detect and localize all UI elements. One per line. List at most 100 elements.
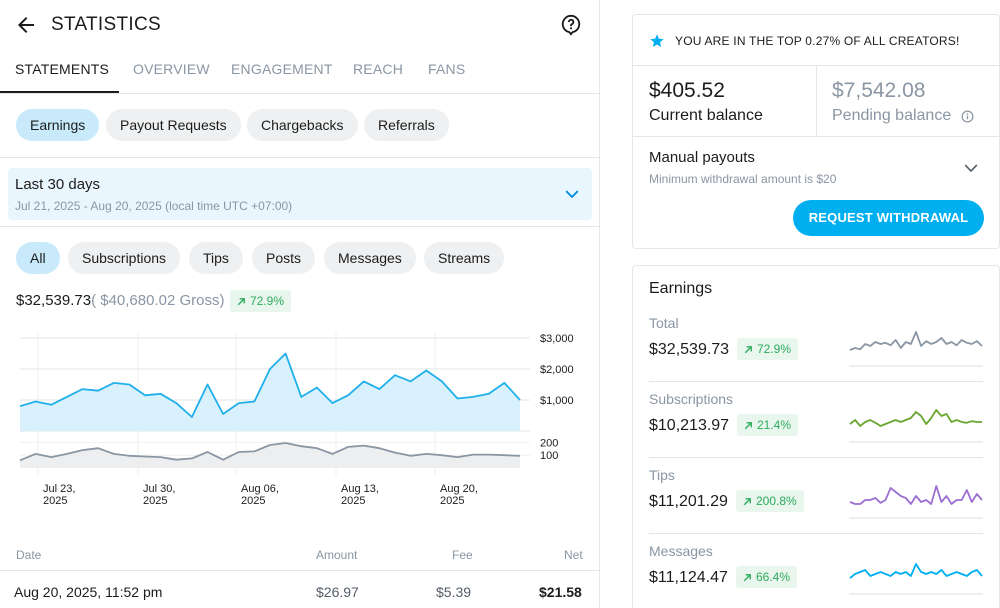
tab-reach[interactable]: REACH — [353, 61, 404, 77]
x-tick-year: 2025 — [143, 495, 167, 507]
statistics-panel: STATISTICS STATEMENTS OVERVIEW ENGAGEMEN… — [0, 0, 600, 608]
y-tick-label: 100 — [540, 450, 558, 462]
cell-date: Aug 20, 2025, 11:52 pm — [14, 584, 163, 600]
change-badge: 21.4% — [737, 414, 799, 436]
transactions-line — [19, 442, 521, 462]
manual-payouts-sub: Minimum withdrawal amount is $20 — [649, 172, 837, 186]
x-tick-year: 2025 — [440, 495, 464, 507]
divider — [0, 226, 600, 227]
earnings-row-total[interactable]: Total $32,539.73 72.9% — [649, 315, 983, 391]
tab-fans[interactable]: FANS — [428, 61, 466, 77]
sparkline-series — [849, 563, 983, 579]
earnings-row-tips[interactable]: Tips $11,201.29 200.8% — [649, 467, 983, 543]
sparkline-subscriptions — [849, 409, 983, 443]
trend-up-icon — [744, 346, 752, 354]
col-date: Date — [16, 548, 42, 562]
col-amount: Amount — [316, 548, 358, 562]
filter-all[interactable]: All — [16, 242, 60, 274]
x-tick-year: 2025 — [43, 495, 67, 507]
help-icon[interactable] — [560, 14, 582, 36]
divider — [649, 533, 983, 534]
earnings-row-amount: $11,201.29 — [649, 493, 728, 510]
filter-tips[interactable]: Tips — [189, 242, 243, 274]
tab-engagement[interactable]: ENGAGEMENT — [231, 61, 333, 77]
earnings-row-amount: $32,539.73 — [649, 341, 730, 358]
filter-posts[interactable]: Posts — [252, 242, 316, 274]
y-tick-label: $2,000 — [540, 364, 574, 376]
gross-total: ( $40,680.02 Gross) — [91, 292, 225, 309]
page-title: STATISTICS — [51, 14, 161, 35]
header: STATISTICS — [0, 0, 600, 50]
change-value: 21.4% — [757, 418, 792, 432]
trend-up-icon — [743, 574, 751, 582]
change-value: 200.8% — [756, 494, 797, 508]
cell-net: $21.58 — [539, 584, 582, 600]
transactions-area — [20, 443, 520, 468]
change-value: 72.9% — [757, 342, 792, 356]
x-tick-year: 2025 — [341, 495, 365, 507]
x-tick-year: 2025 — [241, 495, 265, 507]
sparkline-tips — [849, 485, 983, 519]
sparkline-messages — [849, 563, 983, 595]
divider — [649, 381, 983, 382]
filter-messages[interactable]: Messages — [324, 242, 416, 274]
y-tick-label: $3,000 — [540, 333, 574, 345]
earnings-breakdown-card: Earnings Total $32,539.73 72.9% Subscriptio… — [632, 265, 1000, 608]
trend-up-icon — [743, 498, 751, 506]
tab-overview[interactable]: OVERVIEW — [133, 61, 210, 77]
divider — [0, 157, 600, 158]
tab-statements[interactable]: STATEMENTS — [15, 61, 110, 77]
manual-payouts-title: Manual payouts — [649, 149, 755, 166]
current-balance-label: Current balance — [649, 107, 763, 124]
trend-up-icon — [744, 422, 752, 430]
chip-payout-requests[interactable]: Payout Requests — [106, 109, 241, 141]
change-badge: 66.4% — [736, 566, 798, 588]
chip-referrals[interactable]: Referrals — [364, 109, 449, 141]
info-icon[interactable] — [961, 110, 974, 123]
earnings-title: Earnings — [649, 280, 713, 297]
date-range-label: Last 30 days — [15, 176, 101, 193]
earnings-row-subscriptions[interactable]: Subscriptions $10,213.97 21.4% — [649, 391, 983, 467]
tab-bar: STATEMENTS OVERVIEW ENGAGEMENT REACH FAN… — [0, 50, 600, 94]
earnings-row-amount: $10,213.97 — [649, 417, 730, 434]
filter-subscriptions[interactable]: Subscriptions — [68, 242, 181, 274]
x-tick-label: Jul 30, — [143, 483, 175, 495]
sparkline-series — [849, 331, 983, 351]
earnings-row-amount: $11,124.47 — [649, 569, 728, 586]
date-range-selector[interactable]: Last 30 days Jul 21, 2025 - Aug 20, 2025… — [8, 168, 592, 220]
pending-balance-label: Pending balance — [832, 107, 952, 124]
request-withdrawal-button[interactable]: REQUEST WITHDRAWAL — [793, 200, 984, 236]
earnings-row-label: Tips — [649, 467, 675, 483]
chip-earnings[interactable]: Earnings — [16, 109, 100, 141]
x-tick-label: Aug 13, — [341, 483, 379, 495]
cell-fee: $5.39 — [436, 584, 472, 600]
earnings-row-messages[interactable]: Messages $11,124.47 66.4% — [649, 543, 983, 608]
col-net: Net — [564, 548, 583, 562]
filter-streams[interactable]: Streams — [424, 242, 505, 274]
change-value: 72.9% — [250, 294, 285, 308]
net-total: $32,539.73 — [16, 292, 92, 309]
change-value: 66.4% — [756, 570, 791, 584]
star-icon — [650, 34, 664, 47]
active-tab-indicator — [0, 91, 119, 93]
back-arrow-icon[interactable] — [14, 13, 38, 37]
col-fee: Fee — [452, 548, 473, 562]
earnings-row-label: Subscriptions — [649, 391, 734, 407]
chip-chargebacks[interactable]: Chargebacks — [247, 109, 358, 141]
balances: $405.52 Current balance $7,542.08 Pendin… — [633, 66, 999, 137]
top-creator-text: YOU ARE IN THE TOP 0.27% OF ALL CREATORS… — [675, 34, 960, 48]
x-tick-label: Aug 20, — [440, 483, 478, 495]
change-badge: 72.9% — [230, 290, 292, 312]
y-tick-label: $1,000 — [540, 395, 574, 407]
chevron-down-icon[interactable] — [961, 158, 981, 178]
top-creator-banner: YOU ARE IN THE TOP 0.27% OF ALL CREATORS… — [633, 15, 999, 66]
earnings-area — [20, 353, 520, 431]
current-balance-amount: $405.52 — [649, 79, 725, 102]
pending-balance-amount: $7,542.08 — [832, 79, 926, 102]
balance-card: YOU ARE IN THE TOP 0.27% OF ALL CREATORS… — [632, 14, 1000, 249]
date-range-sub: Jul 21, 2025 - Aug 20, 2025 (local time … — [15, 199, 293, 213]
chevron-down-icon — [565, 190, 579, 199]
x-tick-label: Jul 23, — [43, 483, 75, 495]
x-tick-label: Aug 06, — [241, 483, 279, 495]
